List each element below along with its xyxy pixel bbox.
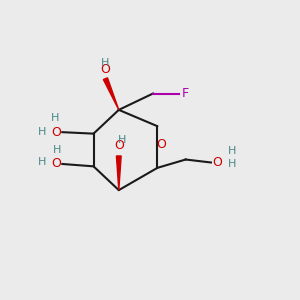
Text: O: O: [212, 156, 222, 169]
Text: O: O: [51, 158, 61, 170]
Text: H: H: [51, 113, 59, 123]
Text: H: H: [101, 58, 110, 68]
Polygon shape: [116, 156, 121, 190]
Text: H: H: [227, 146, 236, 156]
Text: H: H: [38, 127, 46, 137]
Polygon shape: [103, 78, 119, 110]
Text: O: O: [156, 138, 166, 151]
Text: F: F: [182, 87, 189, 100]
Text: H: H: [228, 159, 236, 169]
Text: H: H: [38, 158, 46, 167]
Text: O: O: [114, 140, 124, 152]
Text: H: H: [53, 145, 61, 155]
Text: O: O: [51, 126, 61, 139]
Text: H: H: [118, 135, 126, 145]
Text: O: O: [100, 63, 110, 76]
